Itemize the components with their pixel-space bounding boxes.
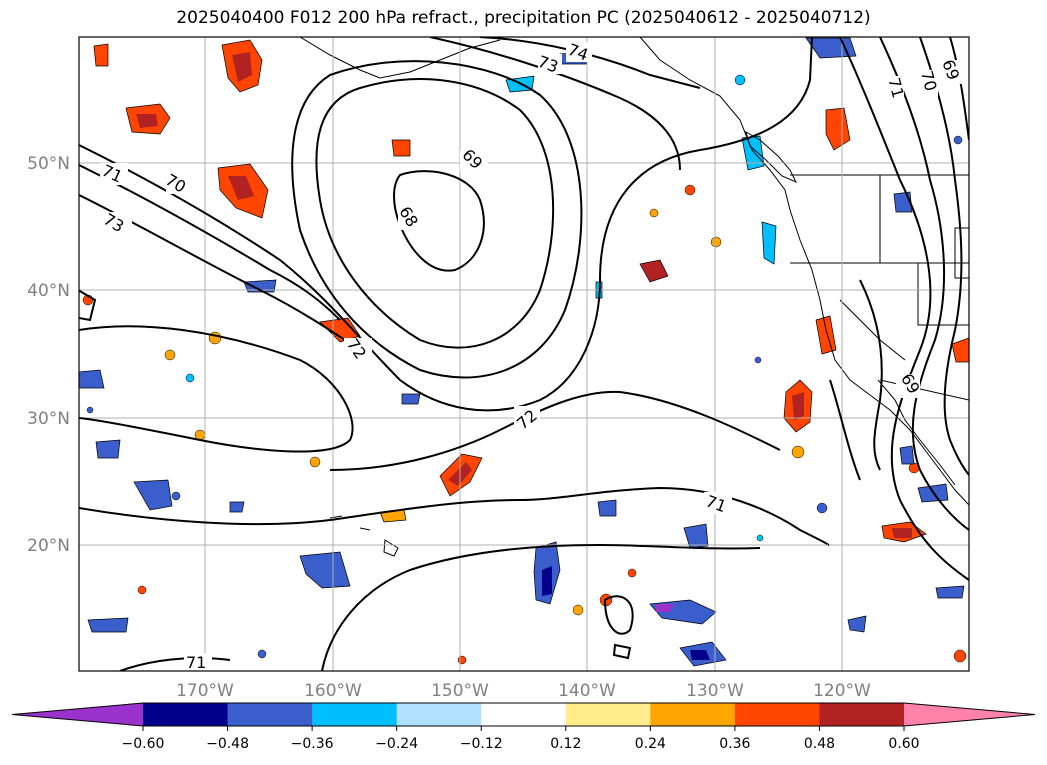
colorbar-extend-min xyxy=(12,703,143,726)
lat-label-20n: 20°N xyxy=(27,536,70,556)
contour-label: 71 xyxy=(186,653,206,672)
map-area xyxy=(78,37,969,671)
colorbar-segment xyxy=(143,703,228,726)
longitude-labels: 170°W 160°W 150°W 140°W 130°W 120°W xyxy=(176,681,871,701)
lon-label-120w: 120°W xyxy=(813,681,871,701)
colorbar-tick-label: −0.12 xyxy=(460,736,503,752)
colorbar-segment xyxy=(312,703,397,726)
lon-label-150w: 150°W xyxy=(431,681,489,701)
colorbar-segment xyxy=(481,703,566,726)
precip-negative-patch xyxy=(598,500,616,516)
precip-positive-patch xyxy=(94,44,108,66)
colorbar: −0.60 −0.48 −0.36 −0.24 −0.12 0.12 0.24 0.36 0.4… xyxy=(12,703,1035,752)
lon-label-160w: 160°W xyxy=(304,681,362,701)
colorbar-segment xyxy=(228,703,313,726)
colorbar-tick-label: 0.60 xyxy=(888,736,919,752)
precip-negative-patch xyxy=(88,618,128,632)
lon-label-130w: 130°W xyxy=(686,681,744,701)
precip-negative-patch xyxy=(936,586,964,598)
colorbar-segment xyxy=(735,703,820,726)
latitude-labels: 50°N 40°N 30°N 20°N xyxy=(27,154,70,556)
lat-label-30n: 30°N xyxy=(27,409,70,429)
lat-label-50n: 50°N xyxy=(27,154,70,174)
precip-negative-patch xyxy=(762,222,776,264)
precip-negative-patch xyxy=(402,394,420,404)
colorbar-extend-max xyxy=(904,703,1035,726)
colorbar-segment xyxy=(397,703,482,726)
colorbar-tick-label: 0.12 xyxy=(550,736,581,752)
colorbar-segment xyxy=(566,703,651,726)
colorbar-tick-label: −0.36 xyxy=(291,736,334,752)
lat-label-40n: 40°N xyxy=(27,281,70,301)
colorbar-segment xyxy=(650,703,735,726)
precip-negative-patch xyxy=(900,446,914,464)
precip-negative-patch xyxy=(96,440,120,458)
colorbar-segment xyxy=(819,703,904,726)
colorbar-tick-label: 0.48 xyxy=(804,736,835,752)
precip-negative-patch xyxy=(230,502,244,512)
colorbar-tick-label: −0.48 xyxy=(206,736,249,752)
precip-negative-patch xyxy=(79,370,104,388)
colorbar-tick-label: −0.24 xyxy=(375,736,418,752)
colorbar-tick-label: 0.24 xyxy=(635,736,666,752)
lon-label-140w: 140°W xyxy=(558,681,616,701)
precip-positive-patch xyxy=(392,140,410,156)
colorbar-tick-label: 0.36 xyxy=(719,736,750,752)
colorbar-tick-label: −0.60 xyxy=(122,736,165,752)
lon-label-170w: 170°W xyxy=(176,681,234,701)
